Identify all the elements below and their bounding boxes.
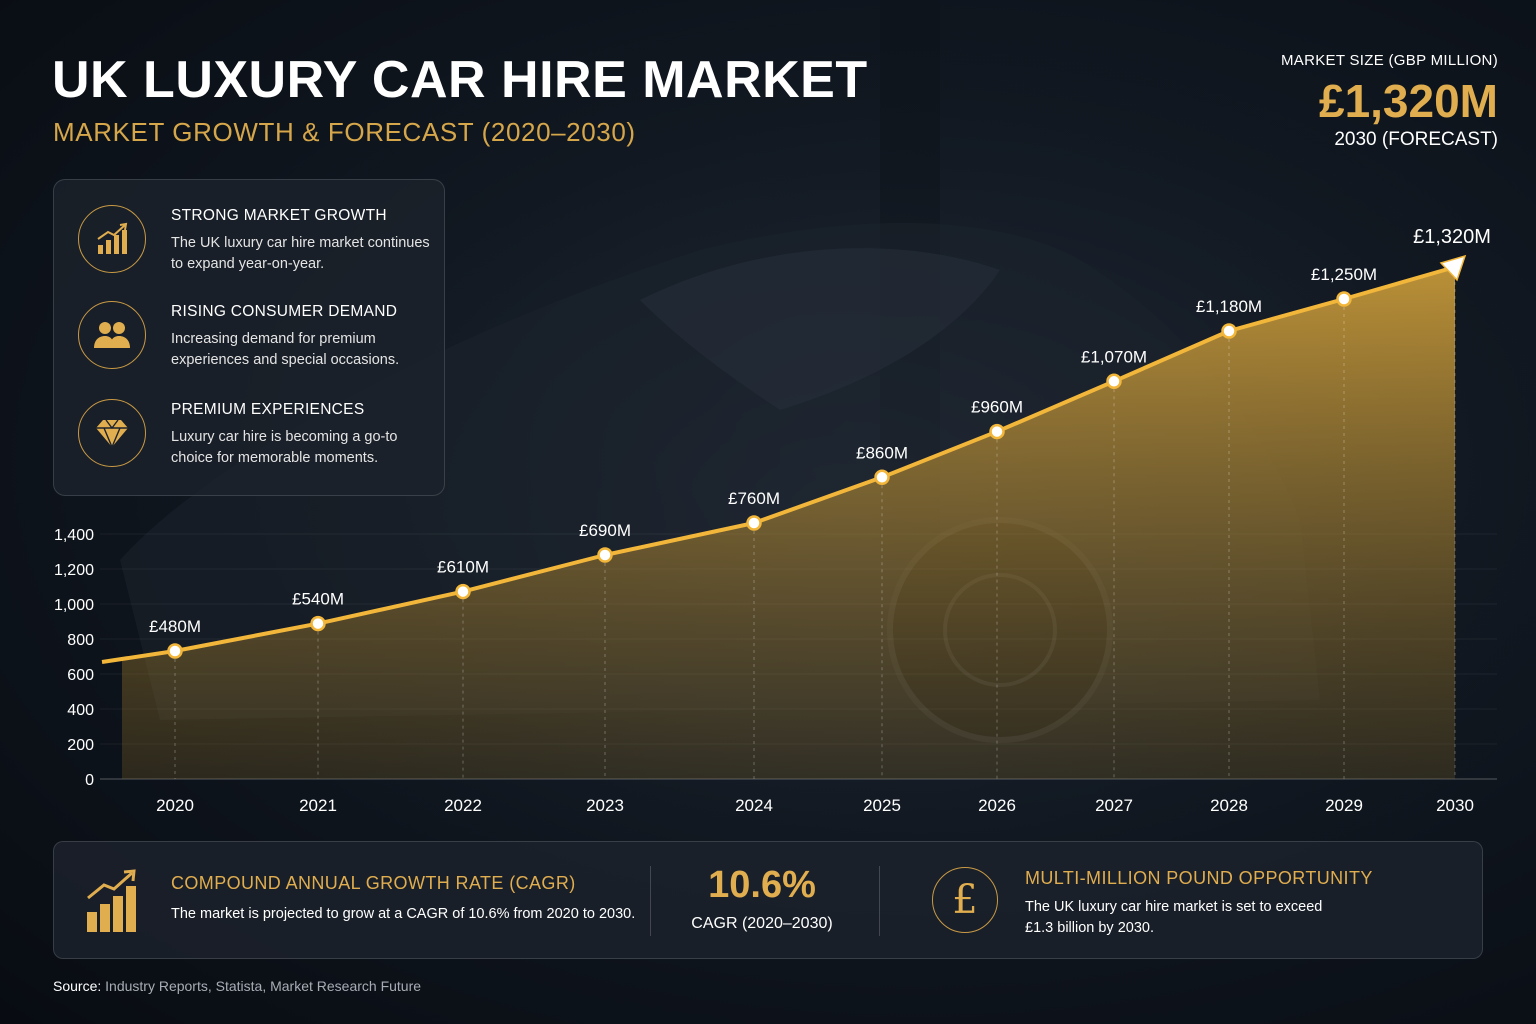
page-subtitle: MARKET GROWTH & FORECAST (2020–2030) [53,117,636,147]
opportunity-title: MULTI-MILLION POUND OPPORTUNITY [1025,868,1373,888]
x-tick-label: 2024 [735,796,773,815]
data-point [597,547,613,563]
x-tick-label: 2030 [1436,796,1474,815]
x-tick-label: 2026 [978,796,1016,815]
market-drivers-panel: STRONG MARKET GROWTH The UK luxury car h… [53,179,445,496]
data-label: £480M [149,617,201,636]
driver-text: Increasing demand for premium experience… [171,331,400,368]
source-label: Source: [53,978,102,994]
source-note: Source: Industry Reports, Statista, Mark… [53,978,421,994]
data-label: £1,180M [1196,297,1262,316]
source-text: Industry Reports, Statista, Market Resea… [105,978,422,994]
cagr-sub: CAGR (2020–2030) [691,915,833,932]
data-label: £690M [579,521,631,540]
driver-item: STRONG MARKET GROWTH The UK luxury car h… [78,205,430,295]
cagr-title: COMPOUND ANNUAL GROWTH RATE (CAGR) [171,873,576,893]
data-label: £1,250M [1311,265,1377,284]
data-point [989,423,1005,440]
y-tick-label: 0 [85,772,94,789]
data-point [310,615,326,632]
data-label: £1,070M [1081,347,1147,366]
data-label: £540M [292,590,344,609]
page-title: UK LUXURY CAR HIRE MARKET [52,51,868,109]
kpi-panel: MARKET SIZE (GBP MILLION) £1,320M 2030 (… [1281,52,1498,151]
driver-title: PREMIUM EXPERIENCES [171,401,365,418]
data-point [1106,373,1122,390]
y-tick-label: 600 [67,667,94,684]
data-point [1221,323,1237,339]
driver-title: RISING CONSUMER DEMAND [171,303,398,320]
data-label: £1,320M [1413,226,1491,248]
x-tick-label: 2020 [156,796,194,815]
data-label: £760M [728,489,780,508]
x-tick-label: 2022 [444,796,482,815]
driver-item: RISING CONSUMER DEMAND Increasing demand… [78,301,428,391]
data-point [1336,291,1352,307]
data-label: £610M [437,558,489,577]
data-point [167,643,183,659]
kpi-sub: 2030 (FORECAST) [1334,129,1498,151]
pound-icon: £ [932,867,998,933]
y-tick-label: 400 [67,702,94,719]
y-tick-label: 800 [67,632,94,649]
driver-title: STRONG MARKET GROWTH [171,207,387,224]
pound-symbol: £ [952,877,978,923]
x-tick-label: 2027 [1095,796,1133,815]
summary-panel: COMPOUND ANNUAL GROWTH RATE (CAGR) The m… [53,841,1483,959]
data-label: £960M [971,398,1023,417]
bar-growth-icon [78,205,146,273]
y-tick-label: 1,200 [54,562,94,579]
driver-text: Luxury car hire is becoming a go-to choi… [171,429,398,466]
diamond-icon [78,399,146,467]
area-fill [122,267,1455,779]
data-point [455,583,471,600]
driver-text: The UK luxury car hire market continues … [171,235,430,272]
driver-item: PREMIUM EXPERIENCES Luxury car hire is b… [78,399,428,489]
x-tick-label: 2023 [586,796,624,815]
opportunity-description: The UK luxury car hire market is set to … [1025,899,1323,936]
data-point [874,469,890,486]
divider [650,866,651,936]
people-icon [78,301,146,369]
kpi-label: MARKET SIZE (GBP MILLION) [1281,52,1498,69]
kpi-value: £1,320M [1318,75,1498,127]
y-tick-label: 1,000 [54,597,94,614]
x-tick-label: 2029 [1325,796,1363,815]
x-tick-label: 2025 [863,796,901,815]
growth-chart-icon [87,869,136,932]
cagr-value: 10.6% [708,864,816,906]
divider [879,866,880,936]
y-tick-label: 1,400 [54,527,94,544]
data-point [746,515,762,531]
y-tick-label: 200 [67,737,94,754]
x-tick-label: 2021 [299,796,337,815]
cagr-description: The market is projected to grow at a CAG… [171,906,636,922]
series-line [101,265,1456,664]
x-tick-label: 2028 [1210,796,1248,815]
data-label: £860M [856,443,908,462]
line-arrowhead [1439,254,1467,282]
